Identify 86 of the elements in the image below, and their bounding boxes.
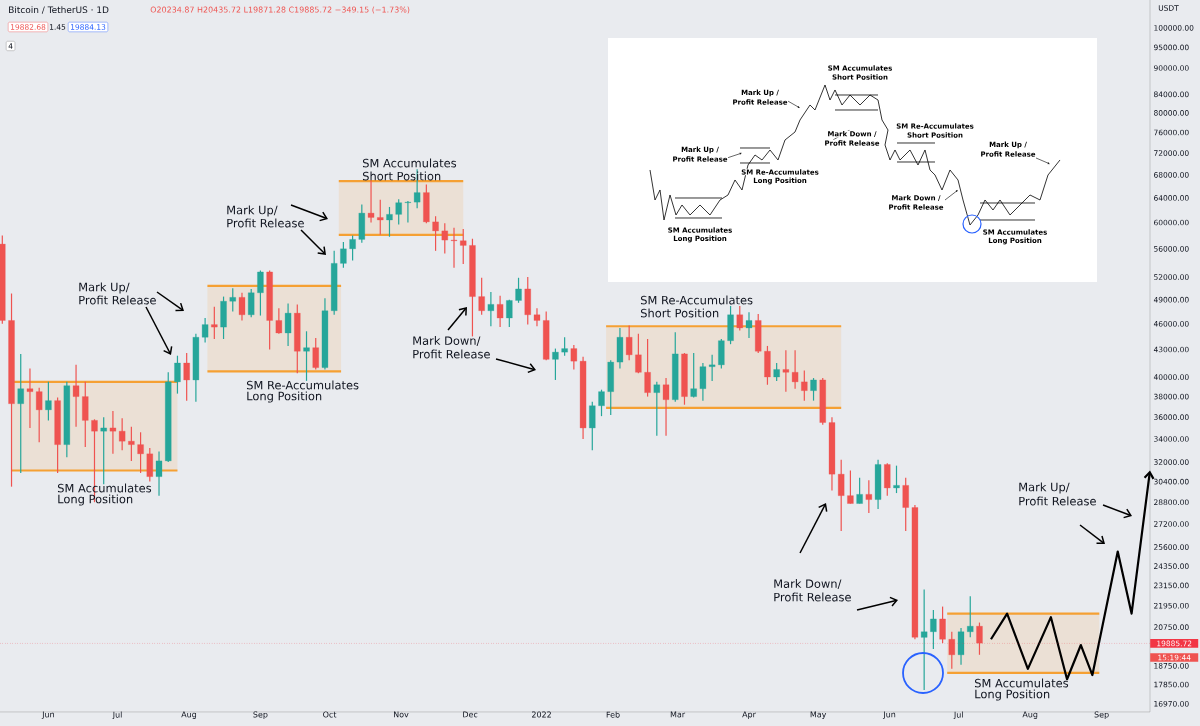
candlestick	[349, 234, 356, 262]
candlestick	[303, 330, 310, 382]
candlestick	[450, 227, 458, 269]
candlestick	[257, 269, 264, 317]
annotation: Profit Release	[79, 295, 156, 305]
candlestick	[902, 477, 909, 532]
candlestick	[275, 307, 283, 335]
candlestick	[248, 288, 255, 318]
candlestick	[930, 609, 937, 650]
candlestick	[183, 352, 190, 402]
candlestick	[589, 401, 596, 451]
annotation: Mark Up/	[1019, 482, 1070, 494]
candlestick	[644, 338, 651, 398]
annotation: SM Re-Accumulates	[246, 380, 359, 390]
candlestick	[441, 222, 448, 255]
candlestick	[460, 228, 467, 265]
candlestick	[976, 621, 983, 656]
annotation: Mark Down/	[413, 336, 481, 346]
candlestick	[690, 352, 697, 399]
candlestick	[312, 337, 319, 371]
candlestick	[856, 477, 863, 505]
annotation: Mark Down/	[774, 579, 842, 589]
annotation: Profit Release	[227, 218, 304, 228]
text: Bitcoin / TetherUS · 1D	[9, 6, 109, 14]
candlestick	[838, 459, 845, 532]
candlestick	[211, 306, 218, 340]
candlestick	[128, 426, 135, 462]
candlestick	[72, 364, 80, 428]
annotation: Mark Up/	[227, 205, 278, 217]
candlestick	[570, 344, 577, 371]
candlestick	[801, 369, 808, 402]
candlestick	[662, 377, 670, 437]
annotation: Profit Release	[413, 349, 490, 359]
candlestick	[847, 469, 854, 505]
candlestick	[598, 389, 605, 417]
candlestick	[17, 353, 24, 474]
candlestick	[174, 355, 181, 395]
candlestick	[100, 416, 107, 485]
candlestick	[515, 277, 522, 304]
candlestick	[45, 381, 52, 421]
candlestick	[340, 241, 347, 269]
annotation: Mark Up/	[79, 282, 130, 294]
candlestick	[884, 462, 891, 497]
annotation: SM Accumulates	[362, 158, 457, 168]
candlestick	[865, 479, 872, 514]
candlestick	[736, 305, 743, 332]
candlestick	[395, 198, 402, 226]
candlestick	[893, 465, 900, 494]
annotation: Profit Release	[1019, 496, 1096, 506]
candlestick	[745, 311, 753, 339]
candlestick	[119, 417, 126, 451]
candlestick	[229, 287, 236, 313]
candlestick	[948, 631, 955, 670]
candlestick	[533, 307, 541, 327]
candlestick	[238, 292, 246, 322]
candlestick	[137, 431, 144, 474]
candlestick	[561, 336, 568, 357]
annotation: Short Position	[640, 308, 719, 318]
candlestick	[552, 347, 559, 381]
candlestick	[26, 367, 34, 429]
candlestick	[367, 179, 375, 224]
candlestick	[967, 595, 974, 638]
annotation: Long Position	[247, 391, 322, 403]
annotation: SM Re-Accumulates	[640, 295, 753, 305]
candlestick	[506, 299, 513, 328]
candlestick	[82, 381, 89, 448]
candlestick	[957, 627, 965, 666]
candlestick	[155, 450, 163, 497]
candlestick	[496, 295, 504, 328]
candlestick	[921, 588, 928, 691]
candlestick	[146, 447, 153, 483]
candlestick	[377, 199, 384, 236]
candlestick	[284, 303, 292, 347]
candlestick	[626, 324, 633, 361]
candlestick	[478, 277, 485, 316]
candlestick	[432, 215, 439, 252]
candlestick	[36, 387, 43, 443]
annotation: Profit Release	[774, 592, 851, 602]
candlestick	[487, 291, 495, 327]
candlestick	[386, 206, 393, 238]
candlestick	[810, 377, 817, 402]
annotation: SM Accumulates	[974, 678, 1069, 688]
candlestick	[653, 381, 660, 437]
candlestick	[939, 605, 946, 644]
candlestick	[635, 333, 642, 374]
annotation: Long Position	[975, 689, 1050, 701]
